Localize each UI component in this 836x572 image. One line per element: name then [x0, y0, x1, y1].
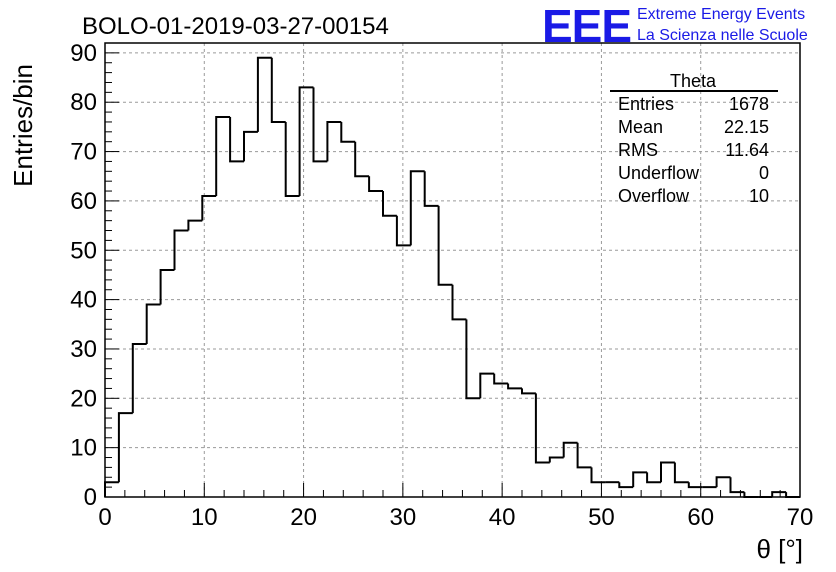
- y-tick-label: 70: [70, 139, 97, 166]
- histogram-bin: [548, 456, 564, 463]
- x-tick-label: 0: [98, 504, 111, 531]
- logo: EEE Extreme Energy Events La Scienza nel…: [542, 0, 808, 52]
- histogram-bin: [215, 116, 231, 196]
- stats-row-value: 11.64: [725, 140, 769, 160]
- histogram-bin: [423, 171, 439, 207]
- histogram-bin: [117, 412, 133, 483]
- histogram-bin: [632, 471, 648, 488]
- y-tick-label: 20: [70, 385, 97, 412]
- stats-row-label: Mean: [618, 117, 663, 137]
- histogram-bin: [618, 482, 634, 489]
- histogram-bin: [465, 319, 481, 400]
- histogram-bin: [243, 130, 258, 162]
- histogram-bin: [395, 215, 411, 247]
- histogram-bin: [187, 219, 203, 231]
- histogram-bin: [687, 482, 703, 489]
- histogram-bin: [646, 472, 661, 484]
- histogram-bin: [771, 491, 787, 497]
- grid-layer: [105, 43, 800, 497]
- histogram-bin: [159, 269, 175, 305]
- axes-layer: 0 10 20 30 40 50 60 70 0 10 20 30 40 50 60 70 80 90: [70, 40, 813, 531]
- x-tick-label: 30: [390, 504, 417, 531]
- stats-row-value: 1678: [729, 94, 769, 114]
- y-tick-label: 0: [84, 484, 97, 511]
- histogram-bin: [451, 284, 467, 321]
- x-tick-label: 50: [588, 504, 615, 531]
- histogram-bin: [507, 383, 522, 390]
- histogram-bin: [576, 442, 592, 469]
- histogram-bin: [534, 393, 550, 464]
- y-tick-label: 40: [70, 287, 97, 314]
- x-tick-label: 60: [687, 504, 714, 531]
- y-tick-label: 60: [70, 188, 97, 215]
- logo-line-2: La Scienza nelle Scuole: [637, 27, 808, 44]
- histogram-bin: [521, 388, 536, 395]
- bars-layer: [104, 56, 800, 498]
- histogram-bin: [660, 461, 675, 483]
- y-tick-label: 50: [70, 237, 97, 264]
- histogram-bin: [382, 191, 397, 217]
- histogram-bin: [270, 57, 286, 123]
- histogram-bin: [493, 373, 509, 385]
- y-tick-label: 30: [70, 336, 97, 363]
- logo-mark: EEE: [542, 0, 631, 52]
- x-tick-label: 20: [290, 504, 317, 531]
- logo-line-1: Extreme Energy Events: [637, 6, 805, 23]
- histogram-bin: [229, 117, 244, 163]
- stats-row-label: Underflow: [618, 163, 700, 183]
- histogram-bin: [340, 121, 356, 143]
- histogram-bin: [256, 56, 272, 132]
- x-tick-label: 40: [489, 504, 516, 531]
- histogram-bin: [131, 343, 147, 414]
- y-tick-label: 90: [70, 40, 97, 67]
- histogram-bin: [590, 467, 606, 484]
- histogram-bin: [145, 303, 161, 345]
- stats-row-value: 10: [749, 186, 769, 206]
- histogram-bin: [368, 176, 383, 193]
- histogram-bin: [409, 170, 425, 246]
- histogram-bin: [729, 477, 745, 494]
- stats-row-value: 0: [759, 163, 769, 183]
- chart-title: BOLO-01-2019-03-27-00154: [82, 13, 389, 40]
- histogram-bin: [479, 372, 495, 399]
- histogram-bin: [673, 462, 689, 484]
- histogram-bin: [326, 120, 342, 162]
- stats-row-label: RMS: [618, 140, 658, 160]
- histogram-bin: [354, 141, 370, 178]
- y-tick-label: 10: [70, 435, 97, 462]
- histogram-bin: [715, 476, 731, 488]
- x-axis-label: θ [°]: [756, 534, 803, 564]
- x-tick-label: 70: [787, 504, 814, 531]
- stats-row-value: 22.15: [724, 117, 769, 137]
- stats-row-label: Entries: [618, 94, 674, 114]
- stats-row-label: Overflow: [618, 186, 690, 206]
- stats-box: Theta Entries 1678 Mean 22.15 RMS 11.64 …: [610, 71, 778, 206]
- stats-box-title: Theta: [670, 71, 717, 91]
- histogram-bin: [562, 441, 578, 458]
- x-tick-label: 10: [191, 504, 218, 531]
- histogram-bin: [284, 121, 300, 197]
- histogram-bin: [173, 229, 189, 270]
- histogram-bin: [298, 86, 314, 196]
- y-tick-label: 80: [70, 89, 97, 116]
- histogram-bin: [437, 205, 453, 286]
- y-axis-label: Entries/bin: [8, 64, 38, 187]
- histogram-bin: [312, 87, 328, 163]
- histogram-bin: [201, 194, 217, 221]
